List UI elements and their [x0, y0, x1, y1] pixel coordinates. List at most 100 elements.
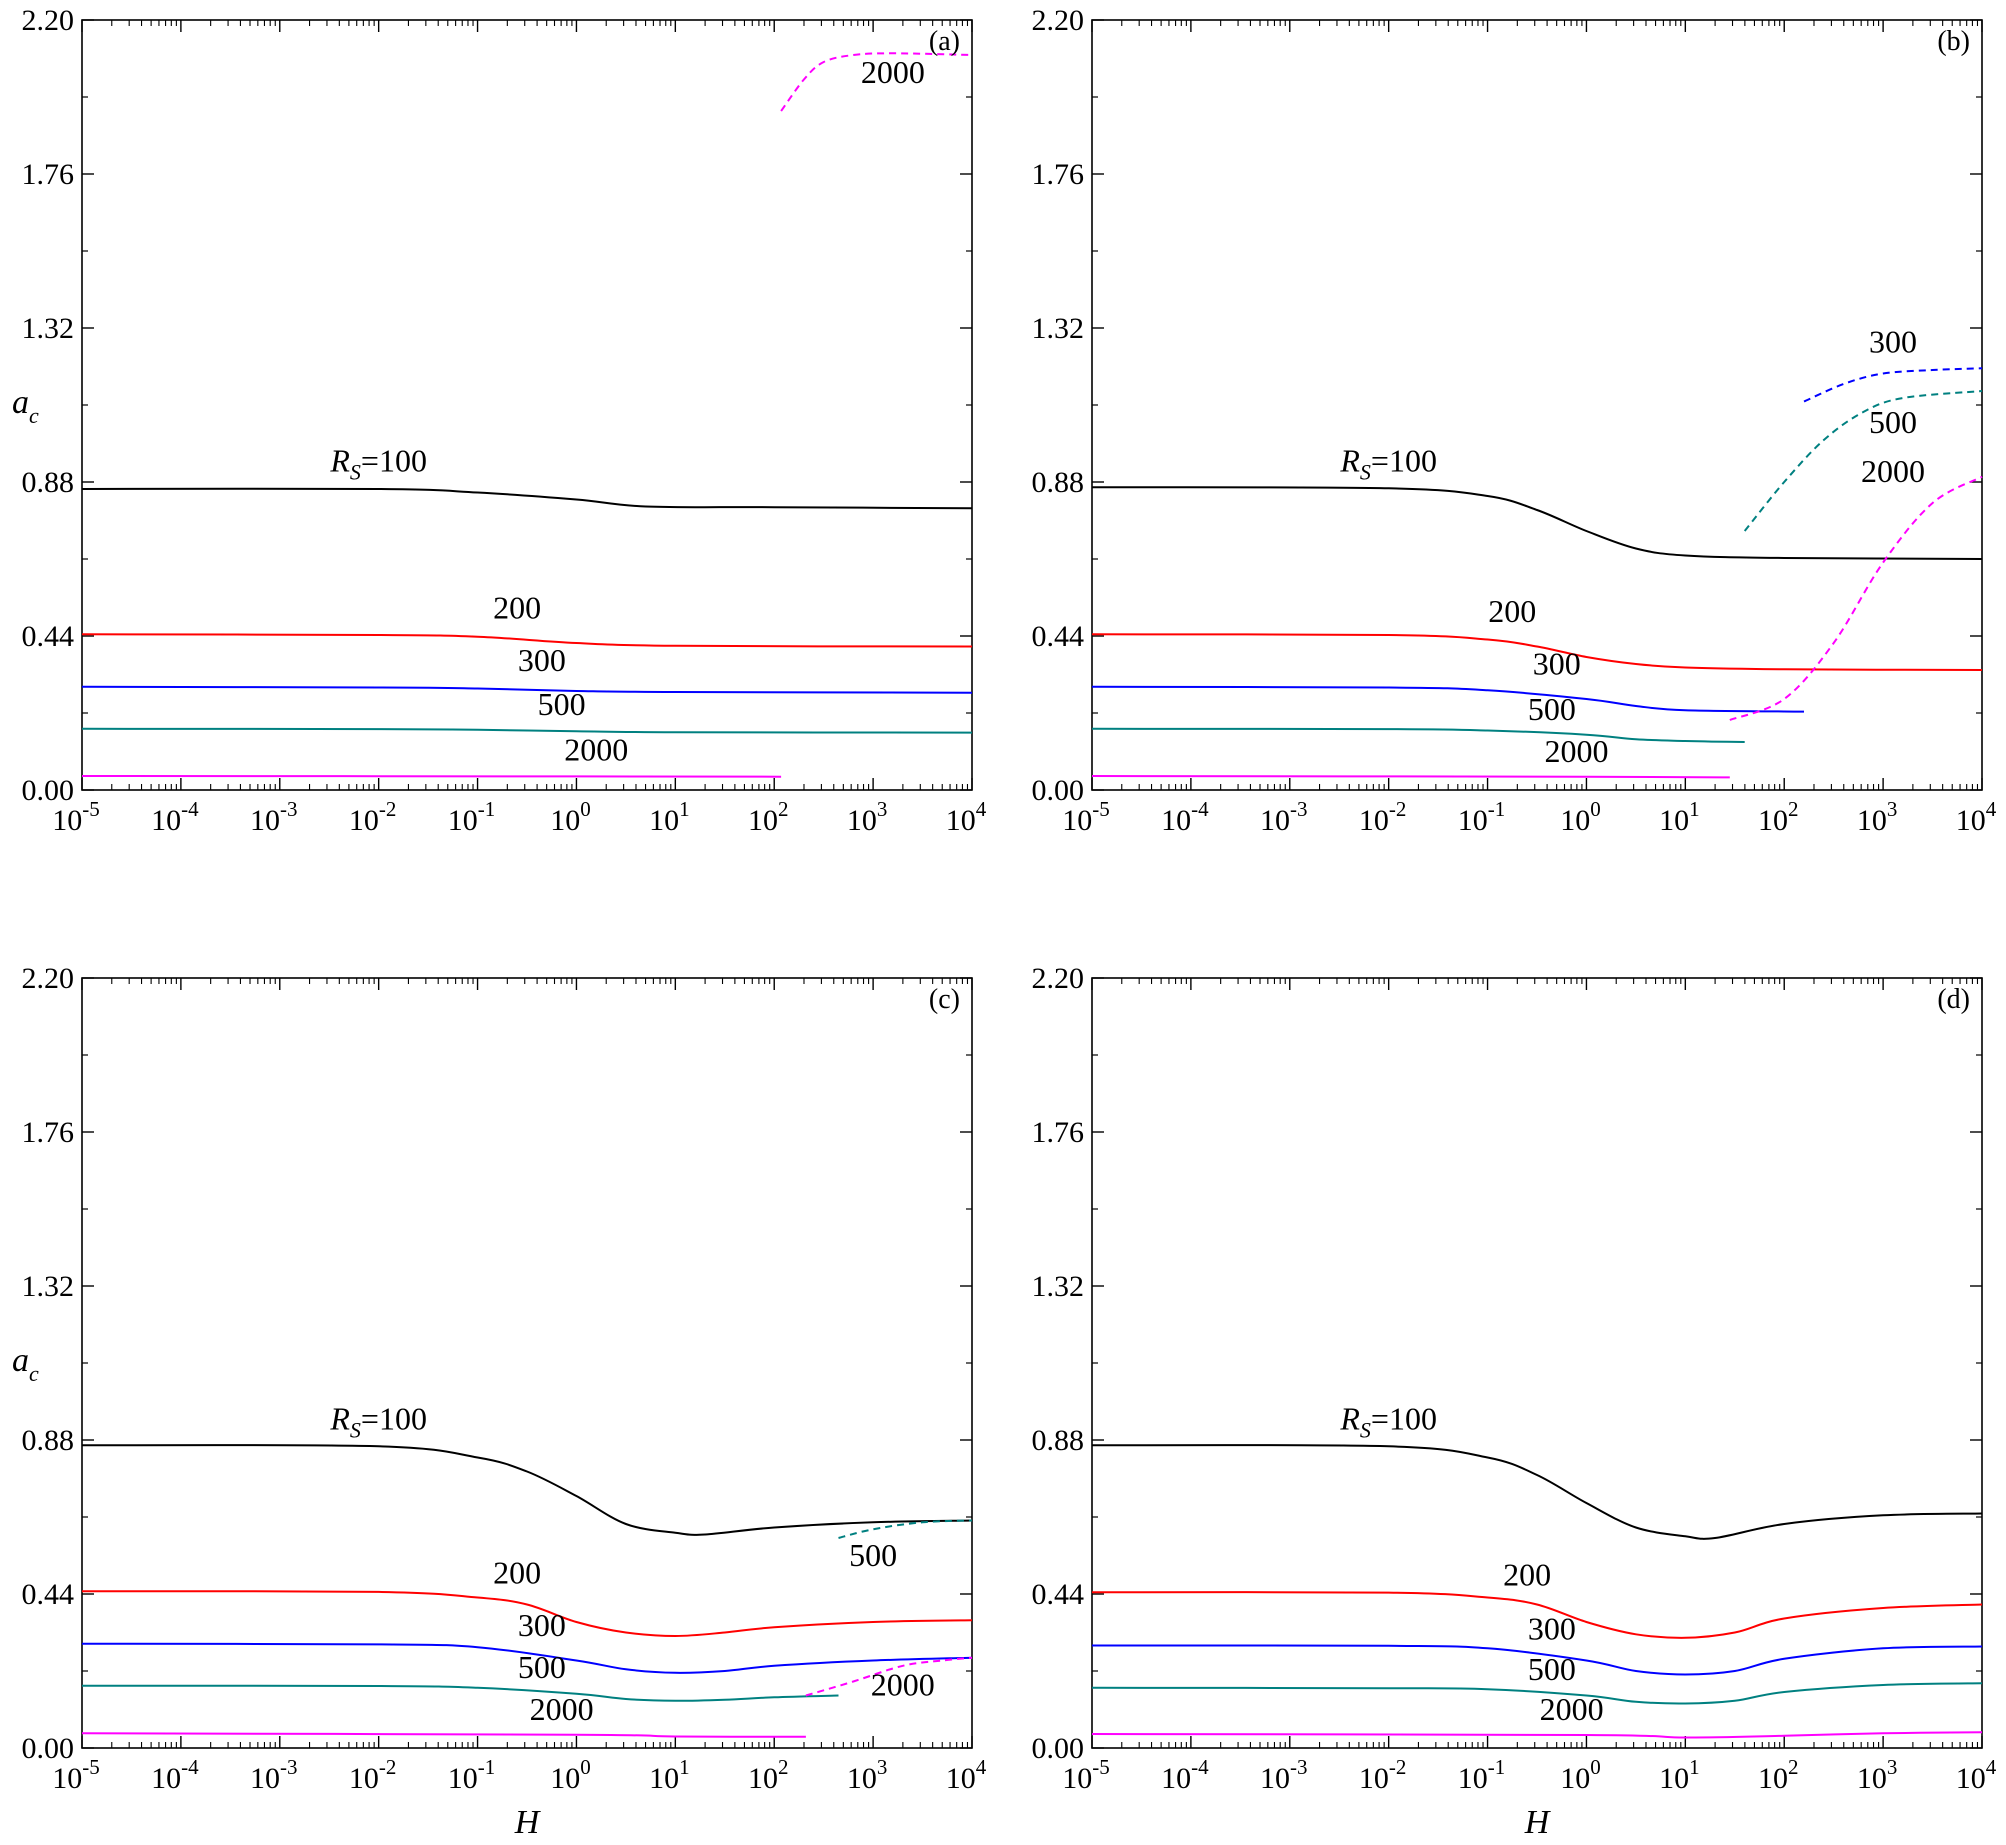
x-tick-label: 104 [1956, 797, 1997, 837]
x-tick-label: 100 [550, 1755, 591, 1795]
y-tick-label: 0.88 [22, 1424, 75, 1457]
y-tick-label: 1.32 [1032, 1270, 1085, 1303]
x-tick-label: 102 [748, 797, 789, 837]
x-axis-title: H [1524, 1804, 1552, 1841]
curve-label: 300 [1528, 1611, 1576, 1647]
series-line-100 [1091, 486, 1983, 560]
y-tick-label: 0.00 [1032, 1732, 1085, 1765]
curve-label: 500 [518, 1649, 566, 1685]
series-line-2000-dashed [805, 1656, 973, 1697]
series-line-100 [1091, 1444, 1983, 1540]
curve-label: 500 [1528, 1651, 1576, 1687]
y-tick-label: 0.88 [22, 466, 75, 499]
series-line-200 [1091, 633, 1983, 671]
panel-letter: (b) [1937, 26, 1970, 57]
series-line-300 [1091, 685, 1805, 713]
series-line-500-dashed [838, 1519, 973, 1539]
curve-label: 2000 [861, 54, 925, 90]
x-tick-label: 10-1 [1458, 797, 1506, 837]
x-tick-label: 102 [1758, 1755, 1799, 1795]
x-tick-label: 10-1 [1458, 1755, 1506, 1795]
rs-label: RS=100 [1339, 443, 1437, 485]
panel-c: 0.00 0.44 0.88 1.32 1.76 2.20 10-5 10-4 10-3 10-2… [12, 962, 987, 1841]
curve-label: 2000 [530, 1691, 594, 1727]
series-line-500 [1091, 727, 1745, 743]
x-tick-label: 101 [649, 797, 690, 837]
x-tick-label: 100 [1560, 797, 1601, 837]
curve-label: 200 [1503, 1556, 1551, 1592]
y-tick-label: 1.76 [22, 1116, 75, 1149]
x-tick-label: 10-2 [349, 797, 397, 837]
curve-label: 300 [1533, 646, 1581, 682]
y-tick-label: 1.76 [22, 158, 75, 191]
y-tick-label: 0.00 [1032, 774, 1085, 807]
x-tick-label: 10-1 [448, 1755, 496, 1795]
curve-label: 2000 [1545, 733, 1609, 769]
x-tick-label: 100 [550, 797, 591, 837]
x-tick-label: 101 [1659, 797, 1700, 837]
series-line-200 [1091, 1591, 1983, 1639]
panel-letter: (d) [1937, 984, 1970, 1015]
x-tick-label: 10-3 [250, 1755, 298, 1795]
series-line-2000 [81, 775, 782, 778]
x-tick-label: 10-4 [1161, 797, 1209, 837]
x-tick-label: 102 [1758, 797, 1799, 837]
series-line-2000 [1091, 1731, 1983, 1739]
y-tick-label: 1.32 [1032, 312, 1085, 345]
panel-letter: (c) [929, 984, 960, 1015]
curve-label: 300 [518, 1607, 566, 1643]
y-tick-label: 2.20 [1032, 4, 1085, 37]
series-line-2000 [81, 1732, 806, 1738]
y-tick-label: 1.32 [22, 312, 75, 345]
curve-label: 2000 [564, 731, 628, 767]
x-tick-label: 10-3 [1260, 1755, 1308, 1795]
x-tick-label: 10-2 [349, 1755, 397, 1795]
y-tick-label: 1.76 [1032, 1116, 1085, 1149]
x-tick-label: 10-2 [1359, 797, 1407, 837]
panel-d: 0.00 0.44 0.88 1.32 1.76 2.20 10-5 10-4 10-3 10-2… [1032, 962, 1997, 1841]
panel-letter: (a) [929, 26, 960, 57]
rs-label: RS=100 [329, 1401, 427, 1443]
series-line-500 [1091, 1682, 1983, 1705]
x-tick-label: 10-3 [1260, 797, 1308, 837]
y-tick-label: 0.00 [22, 774, 75, 807]
series-line-2000 [1091, 775, 1730, 779]
curve-label: 500 [849, 1537, 897, 1573]
series-line-500 [81, 1684, 839, 1702]
y-tick-label: 1.32 [22, 1270, 75, 1303]
x-tick-label: 101 [649, 1755, 690, 1795]
x-tick-label: 103 [1857, 1755, 1898, 1795]
series-line-100 [81, 1444, 973, 1536]
y-tick-label: 0.88 [1032, 1424, 1085, 1457]
x-tick-label: 103 [847, 797, 888, 837]
y-tick-label: 2.20 [22, 4, 75, 37]
series-line-200 [81, 1590, 973, 1638]
x-tick-label: 10-3 [250, 797, 298, 837]
series-line-500 [81, 727, 973, 734]
x-axis-title: H [514, 1804, 542, 1841]
y-tick-label: 0.44 [1032, 620, 1085, 653]
x-tick-label: 102 [748, 1755, 789, 1795]
x-tick-label: 10-5 [52, 1755, 100, 1795]
x-tick-label: 103 [1857, 797, 1898, 837]
y-tick-label: 0.44 [22, 620, 75, 653]
y-tick-label: 0.88 [1032, 466, 1085, 499]
x-tick-label: 10-5 [52, 797, 100, 837]
x-tick-label: 10-4 [1161, 1755, 1209, 1795]
y-axis-title: ac [12, 384, 39, 428]
x-tick-label: 10-4 [151, 1755, 199, 1795]
x-tick-label: 10-1 [448, 797, 496, 837]
curve-label: 500 [1528, 691, 1576, 727]
curve-label: 2000 [1540, 1691, 1604, 1727]
x-tick-label: 10-5 [1062, 797, 1110, 837]
series-line-500-dashed [1743, 390, 1983, 532]
series-line-300 [1091, 1644, 1983, 1676]
x-tick-label: 104 [1956, 1755, 1997, 1795]
x-tick-label: 10-2 [1359, 1755, 1407, 1795]
y-axis-title: ac [12, 1342, 39, 1386]
x-tick-label: 101 [1659, 1755, 1700, 1795]
series-line-200 [81, 633, 973, 648]
rs-label: RS=100 [1339, 1401, 1437, 1443]
x-tick-label: 103 [847, 1755, 888, 1795]
